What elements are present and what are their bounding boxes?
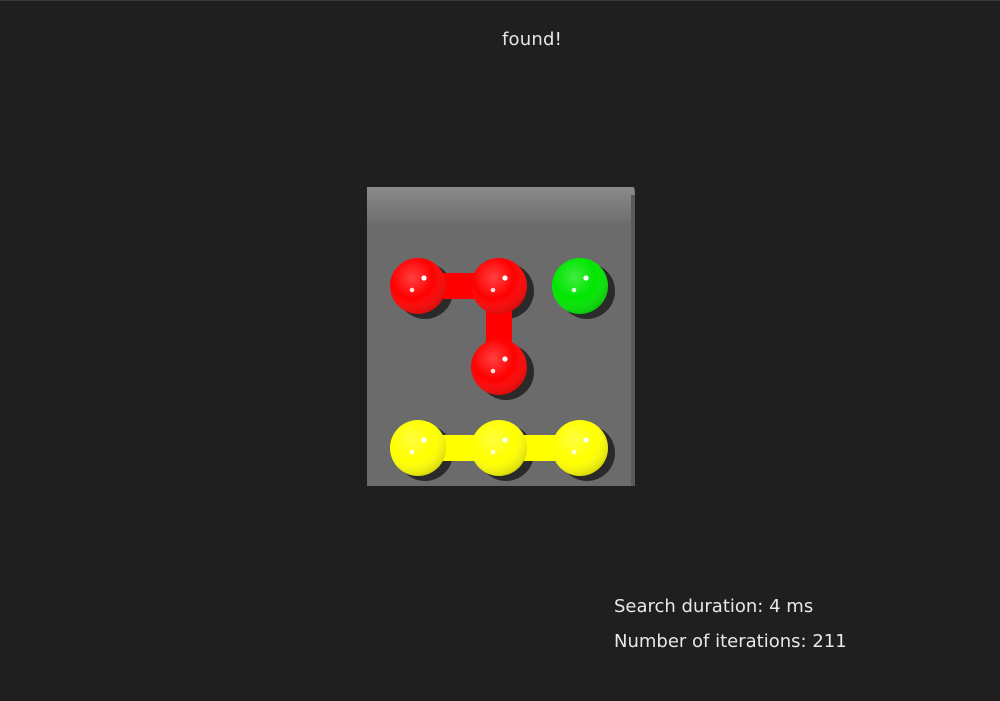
puzzle-board-svg xyxy=(367,187,635,486)
yellow-piece-ball-highlight xyxy=(583,437,589,443)
red-piece-ball-highlight xyxy=(490,368,496,374)
search-duration-unit: ms xyxy=(786,596,814,617)
yellow-piece-ball-highlight xyxy=(490,449,496,455)
yellow-piece-ball-highlight xyxy=(502,437,508,443)
puzzle-board xyxy=(355,173,655,503)
green-piece-ball-highlight xyxy=(583,275,589,281)
red-piece-ball-highlight xyxy=(502,356,508,362)
board-side-shade xyxy=(631,195,635,486)
red-piece-ball-highlight xyxy=(409,287,415,293)
iterations-line: Number of iterations: 211 xyxy=(614,624,847,659)
red-piece-ball-highlight xyxy=(490,287,496,293)
yellow-piece-ball-highlight xyxy=(409,449,415,455)
green-piece xyxy=(552,258,608,314)
search-duration-label: Search duration: xyxy=(614,596,764,617)
red-piece-ball-highlight xyxy=(421,275,427,281)
red-piece-ball-shading xyxy=(471,258,527,314)
search-stats: Search duration: 4 ms Number of iteratio… xyxy=(614,589,847,659)
red-piece-ball-shading xyxy=(390,258,446,314)
yellow-piece-ball-highlight xyxy=(421,437,427,443)
green-piece-ball-shading xyxy=(552,258,608,314)
red-piece xyxy=(390,258,527,395)
iterations-label: Number of iterations: xyxy=(614,631,807,652)
iterations-value: 211 xyxy=(812,631,847,652)
yellow-piece-ball-shading xyxy=(390,420,446,476)
pieces-layer xyxy=(390,258,608,476)
yellow-piece-ball-shading xyxy=(552,420,608,476)
red-piece-ball-highlight xyxy=(502,275,508,281)
yellow-piece-ball-highlight xyxy=(571,449,577,455)
search-duration-value: 4 xyxy=(769,596,781,617)
yellow-piece-ball-shading xyxy=(471,420,527,476)
yellow-piece xyxy=(390,420,608,476)
board-top-edge xyxy=(367,187,635,223)
status-text: found! xyxy=(501,29,562,50)
red-piece-ball-shading xyxy=(471,339,527,395)
green-piece-ball-highlight xyxy=(571,287,577,293)
search-duration-line: Search duration: 4 ms xyxy=(614,589,847,624)
